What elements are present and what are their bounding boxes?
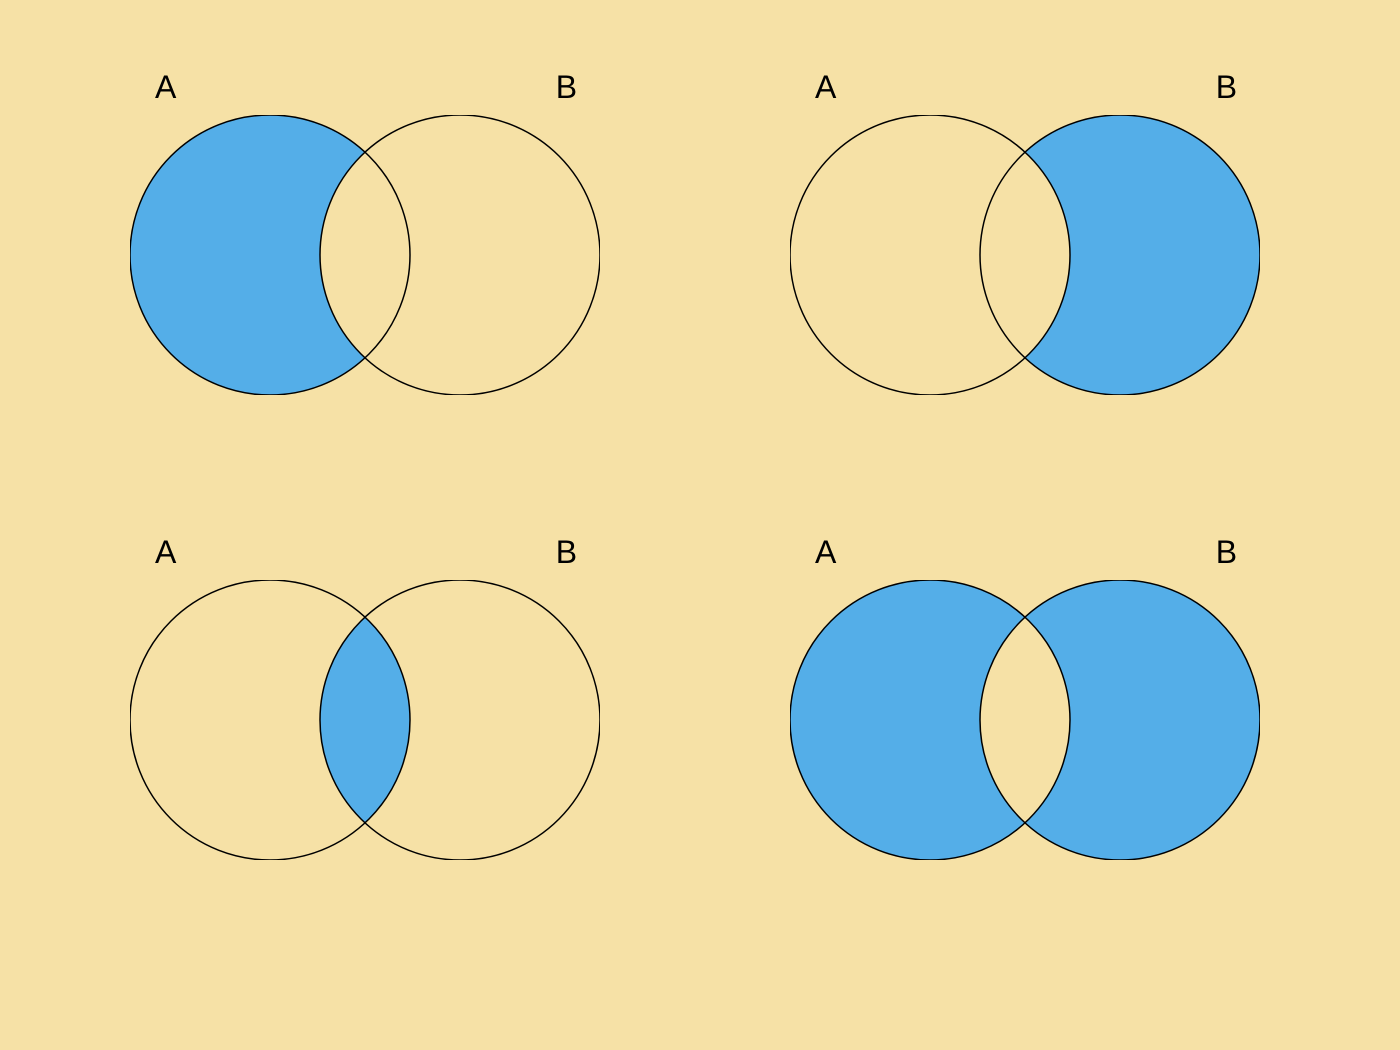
venn-svg	[130, 115, 600, 400]
label-a: A	[815, 534, 836, 571]
venn-diagram-canvas: AB AB AB AB	[0, 0, 1400, 1050]
label-b: B	[556, 69, 577, 106]
venn-svg	[130, 580, 600, 865]
venn-panel-top-left: AB	[130, 115, 600, 395]
venn-panel-bottom-left: AB	[130, 580, 600, 860]
label-a: A	[155, 534, 176, 571]
venn-panel-bottom-right: AB	[790, 580, 1260, 860]
label-b: B	[1216, 69, 1237, 106]
venn-svg	[790, 115, 1260, 400]
venn-panel-top-right: AB	[790, 115, 1260, 395]
label-a: A	[815, 69, 836, 106]
label-a: A	[155, 69, 176, 106]
venn-svg	[790, 580, 1260, 865]
label-b: B	[556, 534, 577, 571]
label-b: B	[1216, 534, 1237, 571]
